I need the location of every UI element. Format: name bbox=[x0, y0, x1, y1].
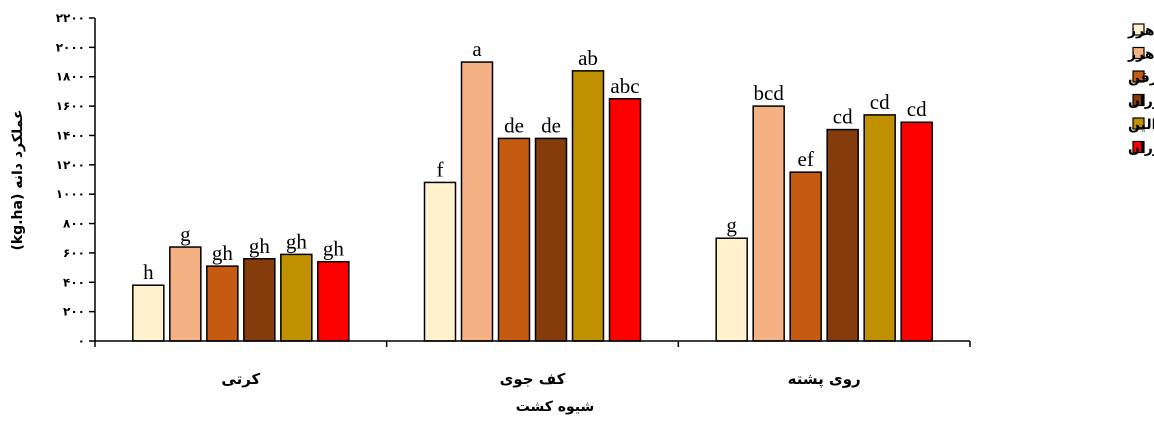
bar-data-label: bcd bbox=[754, 81, 785, 105]
x-axis-title: شیوه کشت bbox=[516, 399, 595, 415]
bar bbox=[571, 70, 605, 342]
bar bbox=[497, 137, 531, 342]
bar-data-label: gh bbox=[286, 229, 308, 253]
y-tick-label: ۱۶۰۰ bbox=[56, 99, 85, 113]
y-tick-label: ۱۰۰۰ bbox=[56, 187, 85, 201]
y-tick-label: ۴۰۰ bbox=[63, 275, 85, 289]
legend-label: دایوران bbox=[1128, 94, 1154, 110]
y-tick-label: ۲۰۰ bbox=[63, 305, 85, 319]
y-axis-title: عملکرد دانه (kg.ha) bbox=[10, 109, 26, 250]
x-axis: کرتی کف جوی روی پشته bbox=[94, 340, 971, 389]
bar-data-label: cd bbox=[907, 97, 927, 121]
x-category-label: روی پشته bbox=[788, 370, 861, 389]
legend-label: لینوران bbox=[1128, 141, 1154, 157]
legend-label: وجین علف‌های هرز bbox=[1127, 47, 1154, 63]
y-tick-label: ۱۸۰۰ bbox=[56, 70, 85, 84]
bar-data-label: a bbox=[472, 37, 482, 61]
bar bbox=[460, 61, 494, 342]
legend-swatch bbox=[1132, 117, 1145, 130]
bar bbox=[826, 128, 859, 342]
bar bbox=[752, 105, 785, 342]
bar-data-label: ab bbox=[578, 46, 598, 70]
bar-data-label: ef bbox=[798, 147, 814, 171]
bar-data-label: h bbox=[143, 260, 154, 284]
legend: آلوده به علف‌های هرز وجین علف‌های هرز اکسی… bbox=[1127, 21, 1154, 157]
bar-data-label: de bbox=[541, 113, 561, 137]
bar bbox=[280, 253, 313, 342]
y-tick-label: ۶۰۰ bbox=[63, 246, 85, 260]
legend-swatch bbox=[1132, 93, 1145, 107]
y-tick-label: ۱۲۰۰ bbox=[56, 158, 85, 172]
y-tick-label: ۰ bbox=[78, 334, 85, 348]
y-axis: ۰ ۲۰۰ ۴۰۰ ۶۰۰ ۸۰۰ ۱۰۰۰ ۱۲۰۰ ۱۴۰۰ ۱۶۰۰ ۱۸۰۰ ۲۰۰۰ ۲۲۰… bbox=[56, 11, 96, 348]
bar bbox=[715, 237, 748, 342]
bar-data-label: gh bbox=[212, 241, 234, 265]
legend-swatch bbox=[1132, 140, 1145, 154]
bar-data-label: gh bbox=[323, 237, 345, 261]
legend-label: اکسی‌فلورفن bbox=[1128, 70, 1154, 86]
bar-data-label: f bbox=[437, 157, 444, 181]
y-tick-label: ۱۴۰۰ bbox=[56, 128, 85, 142]
bar bbox=[243, 258, 276, 342]
bar-data-label: g bbox=[726, 213, 737, 237]
bar bbox=[206, 265, 239, 342]
legend-swatch bbox=[1132, 23, 1145, 36]
bar-data-label: gh bbox=[249, 234, 271, 258]
bar bbox=[169, 246, 202, 342]
bar bbox=[132, 284, 165, 342]
bar-data-label: de bbox=[504, 113, 524, 137]
y-tick-label: ۲۲۰۰ bbox=[56, 11, 85, 25]
legend-label: تریفلورالین bbox=[1128, 117, 1154, 133]
x-category-label: کرتی bbox=[221, 370, 260, 388]
bar bbox=[789, 171, 822, 342]
bar-data-label: cd bbox=[833, 105, 853, 129]
y-tick-label: ۲۰۰۰ bbox=[56, 40, 85, 54]
bar bbox=[317, 260, 350, 342]
bar-data-label: g bbox=[180, 222, 191, 246]
legend-swatch bbox=[1132, 70, 1145, 83]
y-tick-label: ۸۰۰ bbox=[63, 217, 85, 231]
legend-swatch bbox=[1132, 46, 1145, 60]
legend-label: آلوده به علف‌های هرز bbox=[1127, 21, 1154, 39]
bar bbox=[900, 121, 933, 342]
bar bbox=[608, 98, 642, 342]
bar bbox=[423, 181, 457, 342]
bar-data-label: cd bbox=[870, 90, 890, 114]
bar-data-label: abc bbox=[610, 74, 639, 98]
x-category-label: کف جوی bbox=[500, 370, 566, 388]
bar bbox=[863, 114, 896, 342]
bar bbox=[534, 137, 568, 342]
